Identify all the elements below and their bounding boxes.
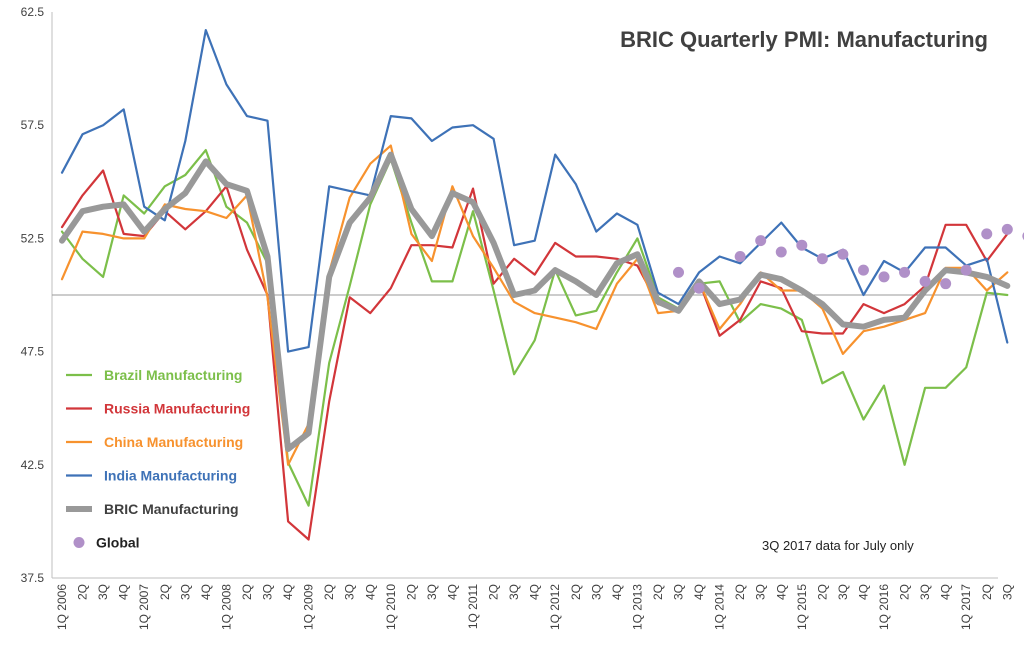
x-tick-label: 2Q (158, 584, 172, 600)
x-tick-label: 2Q (569, 584, 583, 600)
x-tick-labels: 1Q 2006 2Q 3Q 4Q 1Q 2007 2Q 3Q 4Q 1Q 2008 2Q 3Q 4Q 1… (55, 584, 1014, 630)
x-tick-label: 1Q 2012 (548, 584, 562, 630)
x-tick-label: 4Q (199, 584, 213, 600)
x-tick-label: 1Q 2015 (795, 584, 809, 630)
legend-label: BRIC Manufacturing (104, 501, 239, 517)
x-tick-label: 3Q (672, 584, 686, 600)
global-point (857, 264, 869, 276)
global-point (816, 253, 828, 265)
legend: Brazil Manufacturing Russia Manufacturing… (66, 367, 250, 551)
series-lines (59, 29, 1011, 541)
global-point (755, 235, 767, 247)
x-tick-label: 4Q (774, 584, 788, 600)
x-tick-label: 1Q 2010 (384, 584, 398, 630)
x-tick-label: 1Q 2017 (959, 584, 973, 630)
x-tick-label: 4Q (445, 584, 459, 600)
x-tick-label: 3Q (261, 584, 275, 600)
global-point (693, 282, 705, 294)
x-tick-label: 1Q 2014 (713, 584, 727, 630)
global-point (960, 264, 972, 276)
y-tick-label: 47.5 (21, 345, 45, 359)
x-tick-label: 2Q (815, 584, 829, 600)
y-tick-label: 57.5 (21, 118, 45, 132)
x-tick-label: 2Q (76, 584, 90, 600)
x-tick-label: 1Q 2007 (137, 584, 151, 630)
x-tick-label: 1Q 2009 (302, 584, 316, 630)
global-point (837, 248, 849, 260)
legend-swatch (73, 537, 85, 548)
x-tick-label: 1Q 2008 (219, 584, 233, 630)
global-point (981, 228, 993, 240)
bric-manufacturing-line (59, 151, 1011, 452)
legend-label: China Manufacturing (104, 434, 243, 450)
x-tick-label: 4Q (939, 584, 953, 600)
x-tick-label: 2Q (733, 584, 747, 600)
x-tick-label: 3Q (96, 584, 110, 600)
y-tick-label: 37.5 (21, 571, 45, 585)
x-tick-label: 3Q (425, 584, 439, 600)
x-tick-label: 1Q 2016 (877, 584, 891, 630)
x-tick-label: 4Q (610, 584, 624, 600)
x-tick-label: 3Q (507, 584, 521, 600)
x-tick-label: 4Q (363, 584, 377, 600)
x-tick-label: 4Q (117, 584, 131, 600)
global-point (796, 239, 808, 251)
x-tick-label: 2Q (980, 584, 994, 600)
legend-label: Brazil Manufacturing (104, 367, 242, 383)
x-tick-label: 3Q (343, 584, 357, 600)
x-tick-label: 3Q (589, 584, 603, 600)
x-tick-label: 2Q (898, 584, 912, 600)
global-point (1001, 223, 1013, 235)
x-tick-label: 3Q (754, 584, 768, 600)
x-tick-label: 1Q 2006 (55, 584, 69, 630)
global-point (940, 278, 952, 290)
global-point (899, 266, 911, 278)
global-points (673, 223, 1024, 294)
global-point (878, 271, 890, 283)
x-tick-label: 4Q (528, 584, 542, 600)
x-tick-label: 1Q 2011 (466, 584, 480, 629)
legend-label: India Manufacturing (104, 468, 237, 484)
x-tick-label: 1Q 2013 (630, 584, 644, 630)
x-tick-label: 3Q (1000, 584, 1014, 600)
y-tick-label: 42.5 (21, 458, 45, 472)
global-point (775, 246, 787, 258)
y-tick-label: 62.5 (21, 5, 45, 19)
legend-label: Russia Manufacturing (104, 401, 250, 417)
x-tick-label: 3Q (836, 584, 850, 600)
russia-manufacturing-line (60, 169, 1009, 541)
y-tick-label: 52.5 (21, 231, 45, 245)
global-point (673, 266, 684, 278)
global-point (734, 251, 746, 263)
x-tick-label: 2Q (240, 584, 254, 600)
x-tick-label: 4Q (856, 584, 870, 600)
x-tick-label: 3Q (918, 584, 932, 600)
x-tick-label: 2Q (487, 584, 501, 600)
india-manufacturing-line (60, 29, 1009, 353)
x-tick-label: 2Q (322, 584, 336, 600)
y-tick-labels: 37.5 42.5 47.5 52.5 57.5 62.5 (21, 5, 45, 585)
chart-annotation: 3Q 2017 data for July only (762, 538, 914, 553)
brazil-manufacturing-line (60, 149, 1009, 507)
x-tick-label: 4Q (692, 584, 706, 600)
x-tick-label: 4Q (281, 584, 295, 600)
x-tick-label: 2Q (651, 584, 665, 600)
x-tick-label: 3Q (178, 584, 192, 600)
x-tick-label: 2Q (404, 584, 418, 600)
legend-label: Global (96, 535, 140, 551)
global-point (919, 275, 931, 287)
china-manufacturing-line (60, 144, 1009, 466)
chart-title: BRIC Quarterly PMI: Manufacturing (620, 27, 988, 52)
